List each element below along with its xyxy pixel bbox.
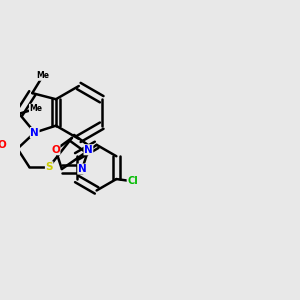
Text: O: O [0, 140, 6, 150]
Text: O: O [51, 145, 60, 155]
Text: Cl: Cl [127, 176, 138, 186]
Text: N: N [30, 128, 39, 138]
Text: N: N [78, 164, 86, 174]
Text: N: N [84, 145, 93, 155]
Text: S: S [45, 162, 53, 172]
Text: Me: Me [29, 104, 42, 113]
Text: Me: Me [36, 71, 50, 80]
